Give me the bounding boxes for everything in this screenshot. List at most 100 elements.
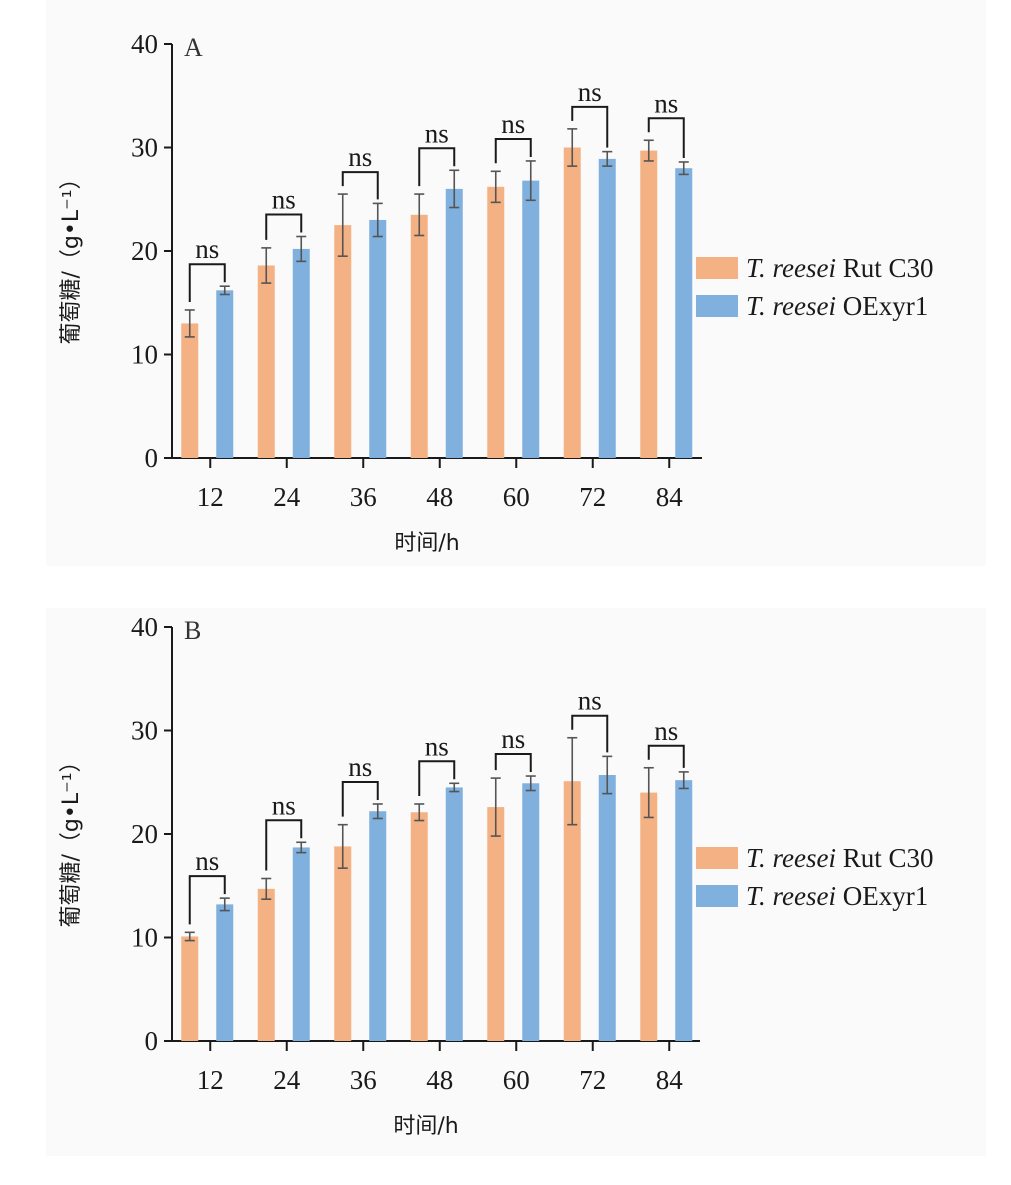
legend-label: T. reesei Rut C30 bbox=[746, 253, 934, 283]
bar-oexyr1 bbox=[598, 775, 616, 1041]
y-tick-label: 10 bbox=[131, 923, 158, 953]
bar-oexyr1 bbox=[216, 904, 234, 1041]
legend-label: T. reesei OExyr1 bbox=[746, 881, 928, 911]
significance-label: ns bbox=[348, 142, 372, 172]
bar-rutc30 bbox=[334, 225, 352, 458]
x-tick-label: 84 bbox=[656, 1065, 684, 1095]
bar-oexyr1 bbox=[675, 168, 693, 458]
bar-oexyr1 bbox=[445, 188, 463, 458]
significance-bracket bbox=[418, 147, 456, 187]
y-tick-label: 40 bbox=[131, 29, 158, 59]
significance-bracket bbox=[647, 117, 685, 158]
bar-rutc30 bbox=[410, 812, 428, 1041]
bar-oexyr1 bbox=[369, 811, 387, 1041]
x-tick-label: 36 bbox=[350, 1065, 377, 1095]
significance-label: ns bbox=[578, 686, 602, 716]
x-tick-label: 60 bbox=[503, 1065, 530, 1095]
significance-label: ns bbox=[578, 77, 602, 107]
bar-oexyr1 bbox=[369, 219, 387, 458]
chart-b-svg: 0 10 20 30 40 B 12 ns 24 ns 36 ns 48 ns 60 ns 72 ns 84 ns 时间… bbox=[59, 612, 934, 1139]
y-tick-label: 30 bbox=[131, 133, 158, 163]
x-tick-label: 24 bbox=[273, 482, 301, 512]
y-tick-label: 10 bbox=[131, 340, 158, 370]
y-tick-label: 0 bbox=[145, 1026, 159, 1056]
legend-label-strain: Rut C30 bbox=[836, 843, 934, 873]
bar-rutc30 bbox=[487, 807, 505, 1041]
bar-rutc30 bbox=[410, 214, 428, 458]
x-tick-label: 84 bbox=[656, 482, 684, 512]
bar-rutc30 bbox=[257, 265, 275, 458]
significance-label: ns bbox=[425, 118, 449, 148]
bar-oexyr1 bbox=[522, 180, 540, 458]
legend-label-italic: T. reesei bbox=[746, 253, 836, 283]
legend-label: T. reesei OExyr1 bbox=[746, 291, 928, 321]
panel-label: A bbox=[184, 33, 203, 62]
significance-bracket bbox=[494, 753, 532, 773]
panel-label: B bbox=[184, 616, 201, 645]
bar-rutc30 bbox=[563, 147, 581, 458]
x-tick-label: 12 bbox=[197, 482, 224, 512]
bar-rutc30 bbox=[563, 781, 581, 1041]
bar-oexyr1 bbox=[598, 158, 616, 458]
legend-swatch bbox=[696, 885, 738, 907]
significance-bracket bbox=[571, 714, 609, 753]
significance-bracket bbox=[647, 744, 685, 768]
x-tick-label: 48 bbox=[426, 482, 453, 512]
y-tick-label: 40 bbox=[131, 612, 158, 642]
significance-label: ns bbox=[348, 752, 372, 782]
significance-bracket bbox=[341, 780, 379, 817]
x-axis-title: 时间/h bbox=[394, 531, 459, 556]
x-tick-label: 60 bbox=[503, 482, 530, 512]
y-tick-label: 0 bbox=[145, 443, 159, 473]
y-axis-title: 葡萄糖/（g•L⁻¹） bbox=[59, 167, 84, 344]
y-axis-title: 葡萄糖/（g•L⁻¹） bbox=[59, 750, 84, 927]
legend-label-strain: OExyr1 bbox=[836, 291, 928, 321]
legend-swatch bbox=[696, 295, 738, 317]
significance-bracket bbox=[188, 263, 226, 302]
bar-oexyr1 bbox=[522, 783, 540, 1041]
bar-rutc30 bbox=[181, 323, 199, 458]
panel-a: 0 10 20 30 40 A 12 ns 24 ns 36 ns 48 ns 60 ns 72 ns 84 ns 时间… bbox=[46, 0, 986, 566]
legend-label-strain: Rut C30 bbox=[836, 253, 934, 283]
significance-bracket bbox=[341, 171, 379, 200]
legend-label-strain: OExyr1 bbox=[836, 881, 928, 911]
significance-label: ns bbox=[195, 234, 219, 264]
legend-label-italic: T. reesei bbox=[746, 881, 836, 911]
bar-oexyr1 bbox=[292, 847, 310, 1041]
significance-bracket bbox=[571, 105, 609, 148]
legend-swatch bbox=[696, 847, 738, 869]
bar-oexyr1 bbox=[216, 290, 234, 458]
y-tick-label: 20 bbox=[131, 236, 158, 266]
bar-rutc30 bbox=[487, 186, 505, 458]
bar-rutc30 bbox=[257, 888, 275, 1041]
bar-rutc30 bbox=[640, 792, 658, 1041]
x-tick-label: 72 bbox=[579, 482, 606, 512]
x-tick-label: 12 bbox=[197, 1065, 224, 1095]
significance-bracket bbox=[188, 875, 226, 925]
significance-label: ns bbox=[501, 724, 525, 754]
significance-label: ns bbox=[195, 846, 219, 876]
y-tick-label: 30 bbox=[131, 716, 158, 746]
x-tick-label: 24 bbox=[273, 1065, 301, 1095]
bar-oexyr1 bbox=[445, 787, 463, 1041]
legend-label-italic: T. reesei bbox=[746, 843, 836, 873]
significance-label: ns bbox=[654, 88, 678, 118]
significance-label: ns bbox=[272, 790, 296, 820]
significance-bracket bbox=[418, 760, 456, 796]
bar-rutc30 bbox=[640, 150, 658, 459]
y-tick-label: 20 bbox=[131, 819, 158, 849]
x-axis-title: 时间/h bbox=[393, 1114, 458, 1139]
significance-label: ns bbox=[272, 185, 296, 215]
legend-label: T. reesei Rut C30 bbox=[746, 843, 934, 873]
significance-label: ns bbox=[501, 109, 525, 139]
chart-a-svg: 0 10 20 30 40 A 12 ns 24 ns 36 ns 48 ns 60 ns 72 ns 84 ns 时间… bbox=[59, 29, 934, 556]
panel-b: 0 10 20 30 40 B 12 ns 24 ns 36 ns 48 ns 60 ns 72 ns 84 ns 时间… bbox=[46, 608, 986, 1156]
significance-bracket bbox=[494, 137, 532, 164]
bar-oexyr1 bbox=[292, 248, 310, 458]
bar-rutc30 bbox=[181, 936, 199, 1041]
x-tick-label: 72 bbox=[579, 1065, 606, 1095]
significance-label: ns bbox=[654, 716, 678, 746]
significance-label: ns bbox=[425, 731, 449, 761]
significance-bracket bbox=[265, 213, 303, 240]
x-tick-label: 48 bbox=[426, 1065, 453, 1095]
